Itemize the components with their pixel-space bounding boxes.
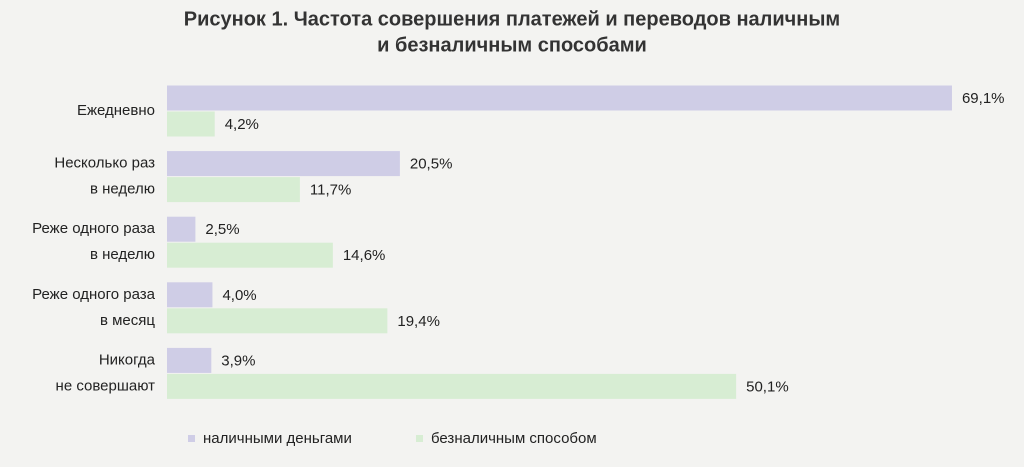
bar bbox=[167, 151, 400, 177]
y-tick-label: в неделю bbox=[90, 246, 155, 263]
bar bbox=[167, 111, 215, 137]
bar bbox=[167, 242, 333, 268]
y-tick-label: Несколько раз bbox=[54, 155, 155, 172]
y-tick-label: Реже одного раза bbox=[32, 286, 155, 303]
y-tick-label: Никогда bbox=[99, 351, 156, 368]
data-label: 14,6% bbox=[343, 247, 386, 264]
bar bbox=[167, 216, 196, 242]
data-label: 20,5% bbox=[410, 156, 453, 173]
y-tick-label: в месяц bbox=[100, 312, 155, 329]
data-label: 4,0% bbox=[222, 287, 256, 304]
data-label: 50,1% bbox=[746, 378, 789, 395]
data-label: 3,9% bbox=[221, 352, 255, 369]
y-tick-label: Ежедневно bbox=[77, 102, 155, 119]
bar bbox=[167, 177, 300, 203]
data-label: 19,4% bbox=[397, 313, 440, 330]
legend-marker bbox=[416, 435, 423, 442]
bar bbox=[167, 85, 952, 111]
bar bbox=[167, 373, 737, 399]
legend-label: безналичным способом bbox=[431, 430, 597, 447]
chart-title: Рисунок 1. Частота совершения платежей и… bbox=[184, 8, 840, 30]
data-label: 4,2% bbox=[225, 116, 259, 133]
y-tick-label: не совершают bbox=[56, 377, 156, 394]
bar bbox=[167, 282, 213, 308]
chart-title: и безналичным способами bbox=[377, 34, 647, 56]
data-label: 2,5% bbox=[205, 221, 239, 238]
data-label: 69,1% bbox=[962, 90, 1005, 107]
legend-marker bbox=[188, 435, 195, 442]
bar bbox=[167, 347, 212, 373]
y-tick-label: в неделю bbox=[90, 181, 155, 198]
data-label: 11,7% bbox=[310, 182, 351, 199]
bar bbox=[167, 308, 388, 334]
legend-label: наличными деньгами bbox=[203, 430, 352, 447]
y-tick-label: Реже одного раза bbox=[32, 220, 155, 237]
